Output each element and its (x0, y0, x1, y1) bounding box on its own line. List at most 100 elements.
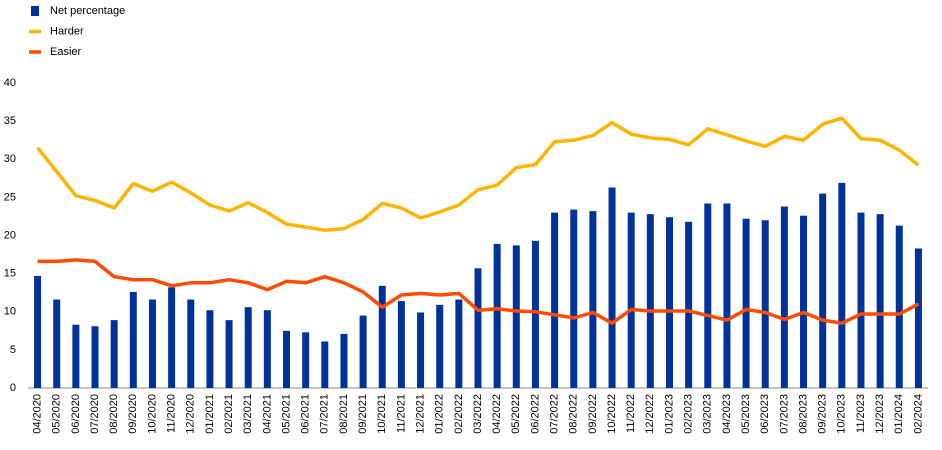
bar (551, 212, 559, 388)
x-tick-label: 04/2020 (31, 394, 43, 434)
bar (244, 307, 252, 388)
x-tick-label: 09/2022 (587, 394, 599, 434)
x-tick-label: 11/2020 (166, 394, 178, 433)
bar (168, 287, 176, 388)
x-tick-label: 04/2022 (491, 394, 503, 434)
bar (665, 217, 673, 388)
x-tick-label: 05/2023 (740, 394, 752, 434)
x-tick-label: 04/2021 (261, 394, 273, 434)
bar (493, 243, 501, 388)
x-tick-label: 02/2022 (453, 394, 465, 434)
bar (608, 187, 616, 388)
bar (685, 221, 693, 388)
x-tick-label: 05/2021 (280, 394, 292, 434)
bar (206, 310, 214, 388)
legend-marker (31, 6, 39, 16)
bar (780, 206, 788, 388)
x-tick-label: 09/2023 (817, 394, 829, 434)
x-tick-label: 01/2024 (893, 394, 905, 434)
x-tick-label: 02/2023 (683, 394, 695, 434)
legend-label: Harder (50, 25, 84, 37)
x-tick-label: 07/2023 (778, 394, 790, 434)
x-tick-label: 12/2021 (414, 394, 426, 434)
bar (436, 304, 444, 388)
bar (53, 299, 61, 388)
bar (397, 301, 405, 388)
bar (302, 332, 310, 388)
bar (531, 240, 539, 388)
x-tick-label: 01/2023 (663, 394, 675, 434)
bar (72, 324, 80, 388)
x-tick-label: 06/2020 (70, 394, 82, 434)
x-tick-label: 09/2021 (357, 394, 369, 434)
x-tick-label: 07/2022 (549, 394, 561, 434)
x-tick-label: 06/2023 (759, 394, 771, 434)
x-tick-label: 11/2021 (395, 394, 407, 433)
x-tick-label: 07/2021 (319, 394, 331, 434)
bar (359, 315, 367, 388)
bar (263, 310, 271, 388)
bar (321, 341, 329, 388)
bar (914, 248, 922, 388)
y-tick-label: 25 (4, 191, 16, 203)
x-tick-label: 12/2022 (644, 394, 656, 434)
x-tick-label: 03/2021 (242, 394, 254, 434)
bar (187, 299, 195, 388)
x-tick-label: 06/2021 (300, 394, 312, 434)
y-tick-label: 40 (4, 77, 16, 89)
x-tick-label: 01/2021 (204, 394, 216, 434)
bar (627, 212, 635, 388)
x-tick-label: 08/2022 (568, 394, 580, 434)
bar (225, 320, 233, 388)
x-tick-label: 11/2023 (855, 394, 867, 433)
bar (148, 299, 156, 388)
bar (742, 218, 750, 388)
x-tick-label: 10/2023 (836, 394, 848, 434)
x-tick-label: 10/2020 (146, 394, 158, 434)
legend-label: Easier (50, 46, 82, 58)
bar (340, 333, 348, 388)
y-tick-label: 10 (4, 306, 16, 318)
x-tick-label: 09/2020 (127, 394, 139, 434)
x-tick-label: 08/2023 (797, 394, 809, 434)
x-tick-label: 03/2023 (702, 394, 714, 434)
x-tick-label: 01/2022 (434, 394, 446, 434)
bar (378, 285, 386, 388)
y-tick-label: 0 (10, 382, 16, 394)
bar (800, 215, 808, 388)
x-tick-label: 02/2024 (912, 394, 924, 434)
bar (570, 209, 578, 388)
y-tick-label: 20 (4, 229, 16, 241)
bar (512, 245, 520, 388)
bar (819, 193, 827, 388)
bar (283, 330, 291, 388)
x-tick-label: 06/2022 (529, 394, 541, 434)
x-tick-label: 08/2021 (338, 394, 350, 434)
x-tick-label: 12/2020 (185, 394, 197, 434)
x-tick-label: 12/2023 (874, 394, 886, 434)
bar (895, 225, 903, 388)
line (37, 258, 920, 325)
x-tick-label: 10/2021 (376, 394, 388, 434)
legend-label: Net percentage (50, 5, 125, 17)
x-tick-label: 04/2023 (721, 394, 733, 434)
bar (857, 212, 865, 388)
x-tick-label: 07/2020 (89, 394, 101, 434)
bar (129, 291, 137, 388)
x-tick-label: 05/2020 (51, 394, 63, 434)
bar (646, 214, 654, 388)
y-tick-label: 5 (10, 344, 16, 356)
y-tick-label: 30 (4, 153, 16, 165)
bar (417, 312, 425, 388)
x-tick-label: 10/2022 (606, 394, 618, 434)
y-tick-label: 15 (4, 268, 16, 280)
bar (704, 203, 712, 388)
bar (723, 203, 731, 388)
bar (474, 268, 482, 388)
y-tick-label: 35 (4, 115, 16, 127)
x-tick-label: 02/2021 (223, 394, 235, 434)
x-tick-label: 05/2022 (510, 394, 522, 434)
x-tick-label: 08/2020 (108, 394, 120, 434)
bar (589, 211, 597, 388)
